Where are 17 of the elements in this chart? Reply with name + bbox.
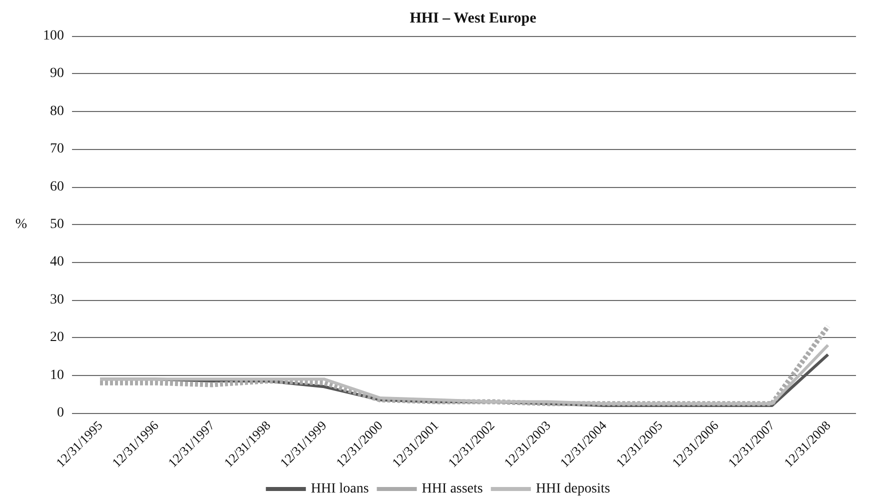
y-tick-label: 30 (50, 292, 64, 308)
y-tick-label: 100 (43, 28, 64, 44)
y-tick-label: 50 (50, 217, 64, 232)
y-tick-label: 10 (50, 368, 64, 383)
y-tick-label: 80 (50, 104, 64, 119)
y-tick-label: 90 (50, 66, 64, 82)
y-tick-label: 70 (50, 142, 64, 157)
chart-title: HHI – West Europe (410, 10, 537, 26)
y-tick-label: 0 (57, 406, 64, 420)
y-tick-label: 40 (50, 254, 64, 270)
y-tick-label: 20 (50, 330, 64, 346)
legend-label: HHI deposits (536, 482, 610, 496)
legend-label: HHI loans (310, 482, 369, 496)
line-series (98, 344, 830, 406)
legend-label: HHI assets (422, 482, 483, 496)
y-axis-title: % (15, 217, 28, 232)
y-tick-label: 60 (50, 179, 64, 194)
